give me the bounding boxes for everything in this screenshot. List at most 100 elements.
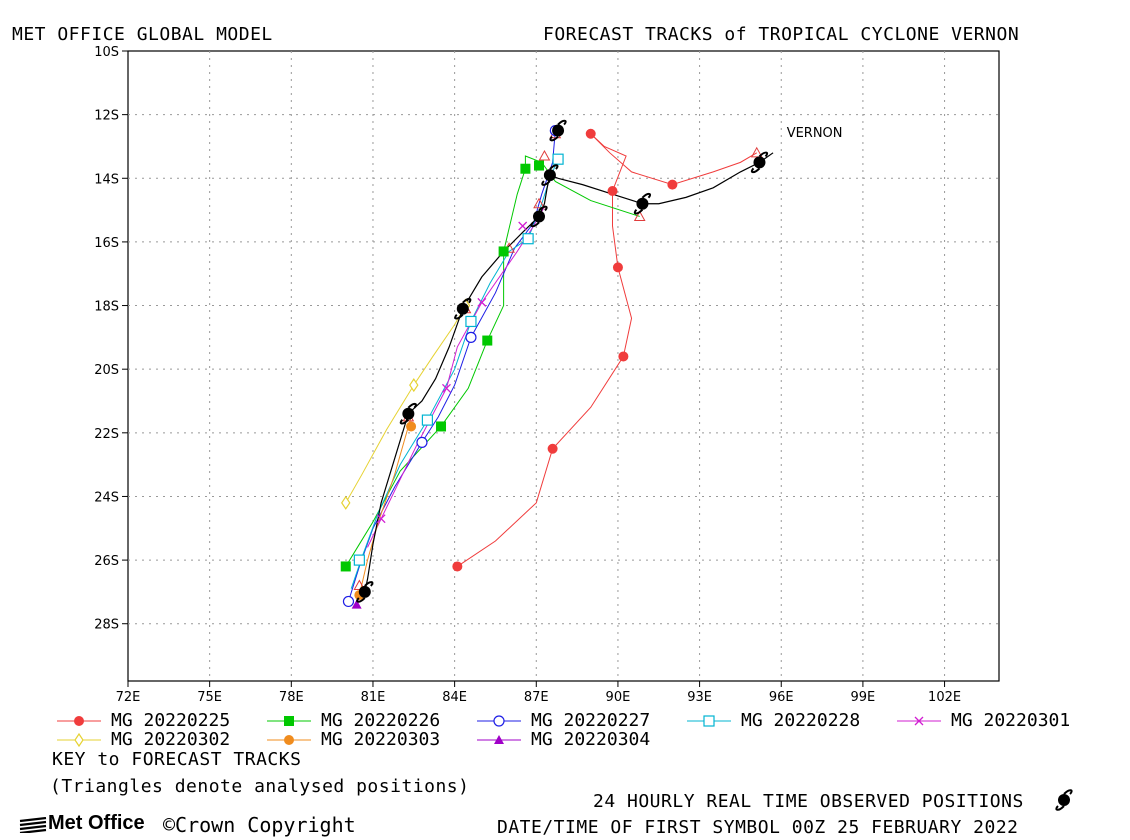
y-tick-label: 26S (94, 554, 119, 569)
y-tick-label: 12S (94, 109, 119, 124)
series-marker (494, 735, 504, 744)
observed-symbol-core (636, 197, 649, 210)
legend-label: MG 20220303 (321, 729, 441, 750)
series-marker (552, 153, 564, 165)
analysed-triangle (533, 197, 545, 209)
series-marker (436, 421, 447, 432)
first-symbol-datetime: DATE/TIME OF FIRST SYMBOL 00Z 25 FEBRUAR… (497, 817, 1019, 838)
observed-symbol-core (456, 302, 469, 315)
series-marker (465, 315, 477, 328)
observed-position-symbol (541, 164, 559, 186)
series-marker (342, 595, 355, 608)
legend-entry: MG 20220225 (55, 710, 230, 731)
observed-symbol-core (402, 407, 415, 420)
crown-copyright: ©Crown Copyright (163, 813, 356, 837)
legend-swatch (477, 715, 521, 727)
series-marker (482, 335, 493, 346)
x-tick-label: 84E (442, 690, 467, 705)
observed-symbol-arm (454, 313, 464, 320)
y-tick-label: 22S (94, 427, 119, 442)
series-marker (518, 221, 528, 231)
observed-symbol-core (533, 210, 546, 223)
series-marker (284, 716, 294, 726)
series-marker (376, 514, 386, 524)
observed-symbol-arm (364, 581, 374, 587)
series-marker (284, 735, 294, 745)
y-tick-label: 28S (94, 618, 119, 633)
series-marker (341, 495, 351, 510)
legend-label: MG 20220225 (111, 710, 231, 731)
series-marker (703, 715, 715, 727)
legend-entry: MG 20220226 (265, 710, 440, 731)
series-marker (612, 262, 623, 273)
series-marker (452, 561, 463, 572)
x-tick-label: 78E (279, 690, 304, 705)
observed-symbol-arm (356, 597, 366, 603)
observed-symbol-arm (538, 205, 548, 212)
series-marker (493, 715, 505, 727)
y-tick-label: 14S (94, 172, 119, 187)
observed-symbol-arm (633, 208, 644, 215)
observed-position-symbol (356, 581, 374, 603)
series-marker (522, 233, 534, 245)
observed-position-symbol (454, 297, 472, 320)
series-line (345, 155, 640, 567)
legend-label: MG 20220302 (111, 729, 231, 750)
key-title: KEY to FORECAST TRACKS (52, 749, 302, 770)
observed-symbol-core (358, 585, 371, 598)
legend-entry: MG 20220227 (475, 710, 650, 731)
series-marker (585, 128, 596, 139)
series-marker (534, 160, 545, 171)
series-marker (351, 599, 362, 609)
series-marker (607, 186, 618, 196)
plot-frame (127, 50, 1000, 682)
observed-symbol-core (552, 124, 565, 137)
x-tick-label: 93E (687, 690, 712, 705)
series-marker (340, 561, 351, 572)
observed-symbol-arm (407, 402, 417, 409)
x-tick-label: 87E (524, 690, 549, 705)
observed-positions-label: 24 HOURLY REAL TIME OBSERVED POSITIONS (593, 791, 1024, 812)
legend-label: MG 20220226 (321, 710, 441, 731)
series-marker (441, 383, 451, 393)
observed-cyclone-icon (1055, 789, 1073, 811)
legend-swatch (897, 716, 941, 726)
legend-swatch (267, 716, 311, 726)
analysed-triangle (538, 149, 551, 161)
observed-track-line (364, 152, 774, 593)
legend-entry: MG 20220301 (895, 710, 1070, 731)
key-note: (Triangles denote analysed positions) (50, 776, 470, 797)
legend-label: MG 20220301 (951, 710, 1071, 731)
legend-label: MG 20220227 (531, 710, 651, 731)
observed-position-symbol (750, 151, 769, 174)
series-marker (618, 351, 629, 362)
legend-entry: MG 20220228 (685, 710, 860, 731)
observed-symbol-arm (462, 297, 472, 304)
legend-label: MG 20220304 (531, 729, 651, 750)
series-line (457, 133, 758, 567)
x-tick-label: 81E (361, 690, 386, 705)
series-marker (914, 716, 924, 726)
legend-swatch (57, 716, 101, 726)
header-left-title: MET OFFICE GLOBAL MODEL (12, 24, 273, 45)
series-marker (409, 378, 419, 393)
observed-position-symbol (549, 119, 567, 142)
legend-swatch (57, 732, 101, 748)
series-marker (667, 179, 678, 190)
series-marker (406, 421, 417, 432)
x-tick-label: 96E (769, 690, 794, 705)
observed-symbol-core (753, 156, 766, 169)
legend-swatch (267, 735, 311, 745)
legend-entry: MG 20220303 (265, 729, 440, 750)
observed-position-symbol (399, 402, 417, 425)
logo-text: Met Office (48, 812, 145, 834)
y-tick-label: 16S (94, 236, 119, 251)
series-marker (74, 732, 84, 748)
observed-symbol-arm (758, 151, 769, 158)
series-marker (465, 331, 477, 343)
analysed-triangle (633, 210, 646, 221)
met-office-logo: Met Office (18, 812, 145, 835)
observed-symbol-core (543, 169, 556, 182)
series-marker (547, 443, 558, 454)
